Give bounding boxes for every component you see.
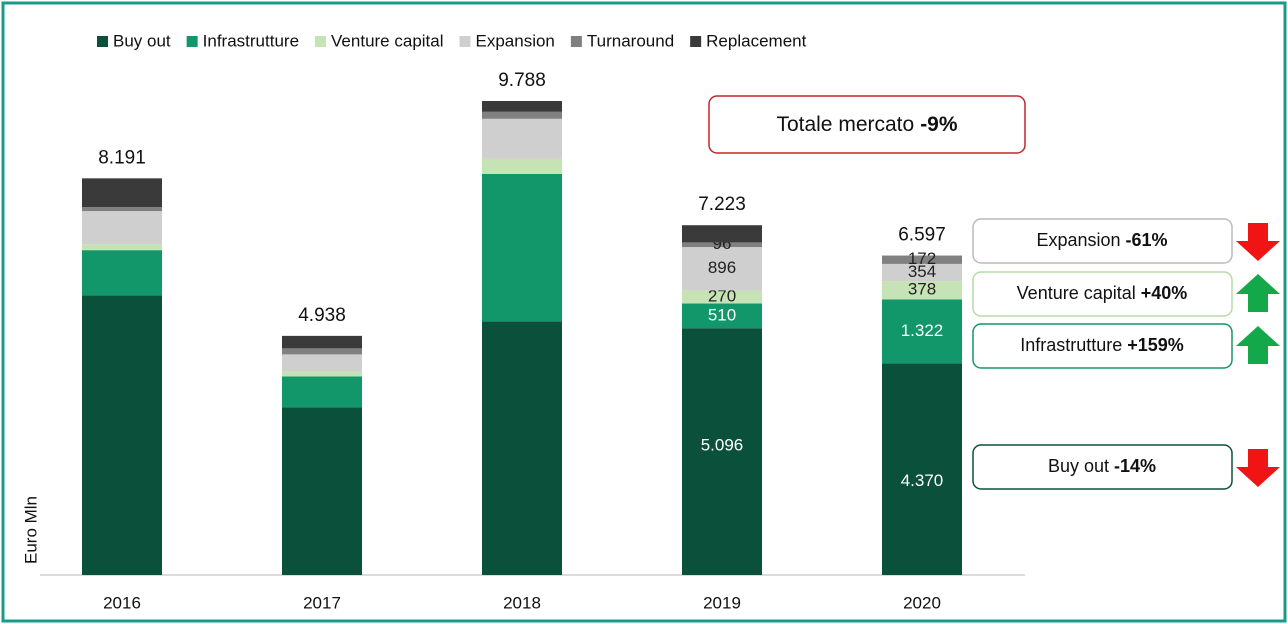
callout: Infrastrutture +159% — [1020, 335, 1184, 355]
legend-label: Turnaround — [587, 31, 674, 50]
bar-segment — [82, 178, 162, 208]
bar-segment — [282, 376, 362, 408]
bar-segment — [682, 242, 762, 248]
market-callout: Totale mercato -9% — [776, 113, 957, 136]
legend-swatch — [186, 36, 198, 47]
total-label: 6.597 — [898, 225, 946, 246]
callout-box — [972, 444, 1233, 490]
bar-segment — [682, 303, 762, 329]
data-label: 5.096 — [701, 436, 744, 455]
bar-segment — [682, 247, 762, 291]
legend-label: Replacement — [706, 31, 806, 50]
bar-segment — [82, 207, 162, 212]
bar-segment — [482, 158, 562, 174]
y-axis-label: Euro Mln — [21, 496, 40, 564]
bar-segment — [682, 290, 762, 304]
callout-label: Venture capital — [1017, 283, 1136, 303]
callout-box — [972, 218, 1233, 264]
x-tick-label: 2017 — [303, 593, 341, 612]
bar-segment — [882, 299, 962, 364]
legend-swatch — [459, 36, 471, 47]
legend-label: Buy out — [113, 31, 171, 50]
bar-segment — [682, 225, 762, 243]
bar-segment — [482, 101, 562, 112]
legend-swatch — [570, 36, 582, 47]
data-label: 270 — [708, 286, 736, 305]
callout-change: -61% — [1126, 230, 1168, 250]
bar-segment — [882, 363, 962, 575]
callout: Venture capital +40% — [1017, 283, 1188, 303]
x-tick-label: 2019 — [703, 593, 741, 612]
market-callout-label: Totale mercato — [776, 113, 914, 136]
bar-segment — [282, 371, 362, 377]
data-label: 4.370 — [901, 471, 944, 490]
legend-swatch — [690, 36, 702, 47]
trend-arrow — [1236, 274, 1280, 312]
bar-segment — [282, 354, 362, 372]
data-label: 378 — [908, 280, 936, 299]
bar-segment — [482, 321, 562, 575]
market-callout-box — [708, 95, 1026, 154]
legend-label: Infrastrutture — [203, 31, 299, 50]
bar-segment — [282, 407, 362, 575]
bar-segment — [82, 295, 162, 575]
market-callout-change: -9% — [920, 113, 958, 136]
data-label: 1.322 — [901, 321, 944, 340]
total-label: 7.223 — [698, 194, 746, 215]
callout-label: Buy out — [1048, 456, 1109, 476]
callout-box — [972, 271, 1233, 317]
bar-segment — [282, 348, 362, 355]
callout-box — [972, 323, 1233, 369]
callout-change: +40% — [1141, 283, 1188, 303]
bar-segment — [82, 250, 162, 296]
callout-change: -14% — [1114, 456, 1156, 476]
total-label: 8.191 — [98, 147, 146, 168]
x-tick-label: 2016 — [103, 593, 141, 612]
bar-segment — [82, 244, 162, 251]
bar-segment — [482, 111, 562, 119]
bar-segment — [482, 118, 562, 159]
data-label: 354 — [908, 262, 936, 281]
x-tick-label: 2020 — [903, 593, 941, 612]
bar-segment — [882, 255, 962, 264]
callout-label: Expansion — [1036, 230, 1120, 250]
bar-segment — [282, 335, 362, 349]
bar-segment — [882, 263, 962, 282]
callout-change: +159% — [1127, 335, 1184, 355]
trend-arrow — [1236, 223, 1280, 261]
callout: Expansion -61% — [1036, 230, 1167, 250]
total-label: 9.788 — [498, 70, 546, 91]
callout: Buy out -14% — [1048, 456, 1156, 476]
legend-label: Expansion — [476, 31, 555, 50]
data-label: 510 — [708, 305, 736, 324]
callout-label: Infrastrutture — [1020, 335, 1122, 355]
data-label: 172 — [908, 249, 936, 268]
bar-segment — [482, 173, 562, 322]
data-label: 896 — [708, 258, 736, 277]
trend-arrow — [1236, 326, 1280, 364]
x-tick-label: 2018 — [503, 593, 541, 612]
trend-arrow — [1236, 449, 1280, 487]
bar-segment — [682, 328, 762, 575]
legend-swatch — [97, 36, 108, 47]
bar-segment — [82, 211, 162, 245]
total-label: 4.938 — [298, 305, 346, 326]
bar-segment — [882, 281, 962, 300]
legend-swatch — [315, 36, 327, 47]
legend-label: Venture capital — [331, 31, 443, 50]
